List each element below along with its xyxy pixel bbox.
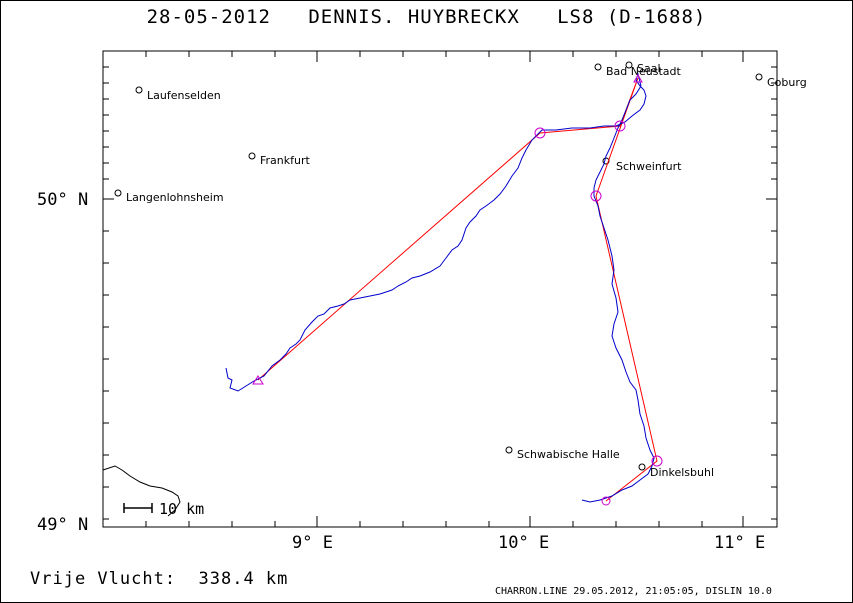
town-label: Schwabische Halle bbox=[517, 448, 620, 461]
turnpoints bbox=[252, 73, 663, 506]
town-label: Frankfurt bbox=[260, 154, 310, 167]
map-title: 28-05-2012 DENNIS. HUYBRECKX LS8 (D-1688… bbox=[146, 6, 707, 28]
town-marker bbox=[594, 63, 602, 71]
lon-label-11: 11° E bbox=[714, 533, 765, 553]
town-label: Schweinfurt bbox=[616, 160, 682, 173]
scale-bar: 10 km bbox=[123, 500, 204, 518]
top-ticks bbox=[145, 51, 744, 62]
turnpoint-marker bbox=[614, 120, 626, 132]
footer-info: CHARRON.LINE 29.05.2012, 21:05:05, DISLI… bbox=[495, 586, 772, 597]
town-markers: Laufenselden Frankfurt Langenlohnsheim B… bbox=[114, 61, 807, 479]
border-line bbox=[102, 465, 181, 517]
turnpoint-marker bbox=[651, 455, 663, 467]
plot-border bbox=[102, 50, 778, 528]
turnpoint-marker bbox=[534, 127, 546, 139]
turnpoint-marker bbox=[601, 496, 611, 506]
town-label: Saal bbox=[637, 62, 661, 75]
lat-label-50: 50° N bbox=[37, 190, 88, 210]
town-marker bbox=[135, 86, 143, 94]
lon-label-10: 10° E bbox=[498, 533, 549, 553]
lon-label-9: 9° E bbox=[292, 533, 333, 553]
town-marker bbox=[625, 61, 633, 69]
town-label: Coburg bbox=[767, 76, 807, 89]
town-label: Dinkelsbuhl bbox=[650, 466, 714, 479]
start-marker bbox=[252, 375, 264, 385]
town-label: Laufenselden bbox=[147, 89, 221, 102]
turnpoint-marker bbox=[633, 73, 643, 83]
right-ticks bbox=[766, 66, 777, 520]
turnpoint-marker bbox=[590, 190, 602, 202]
town-marker bbox=[638, 463, 646, 471]
town-label: Langenlohnsheim bbox=[126, 191, 224, 204]
town-marker bbox=[755, 73, 763, 81]
town-label: Bad Neustadt bbox=[606, 65, 682, 78]
lat-label-49: 49° N bbox=[37, 515, 88, 535]
flight-track bbox=[225, 72, 655, 503]
town-marker bbox=[505, 446, 513, 454]
flight-distance: Vrije Vlucht: 338.4 km bbox=[30, 569, 289, 589]
task-line bbox=[257, 77, 658, 502]
town-marker bbox=[248, 152, 256, 160]
bottom-ticks bbox=[145, 516, 744, 527]
scale-bar-label: 10 km bbox=[159, 500, 204, 518]
left-ticks bbox=[103, 66, 114, 520]
town-marker bbox=[114, 189, 122, 197]
